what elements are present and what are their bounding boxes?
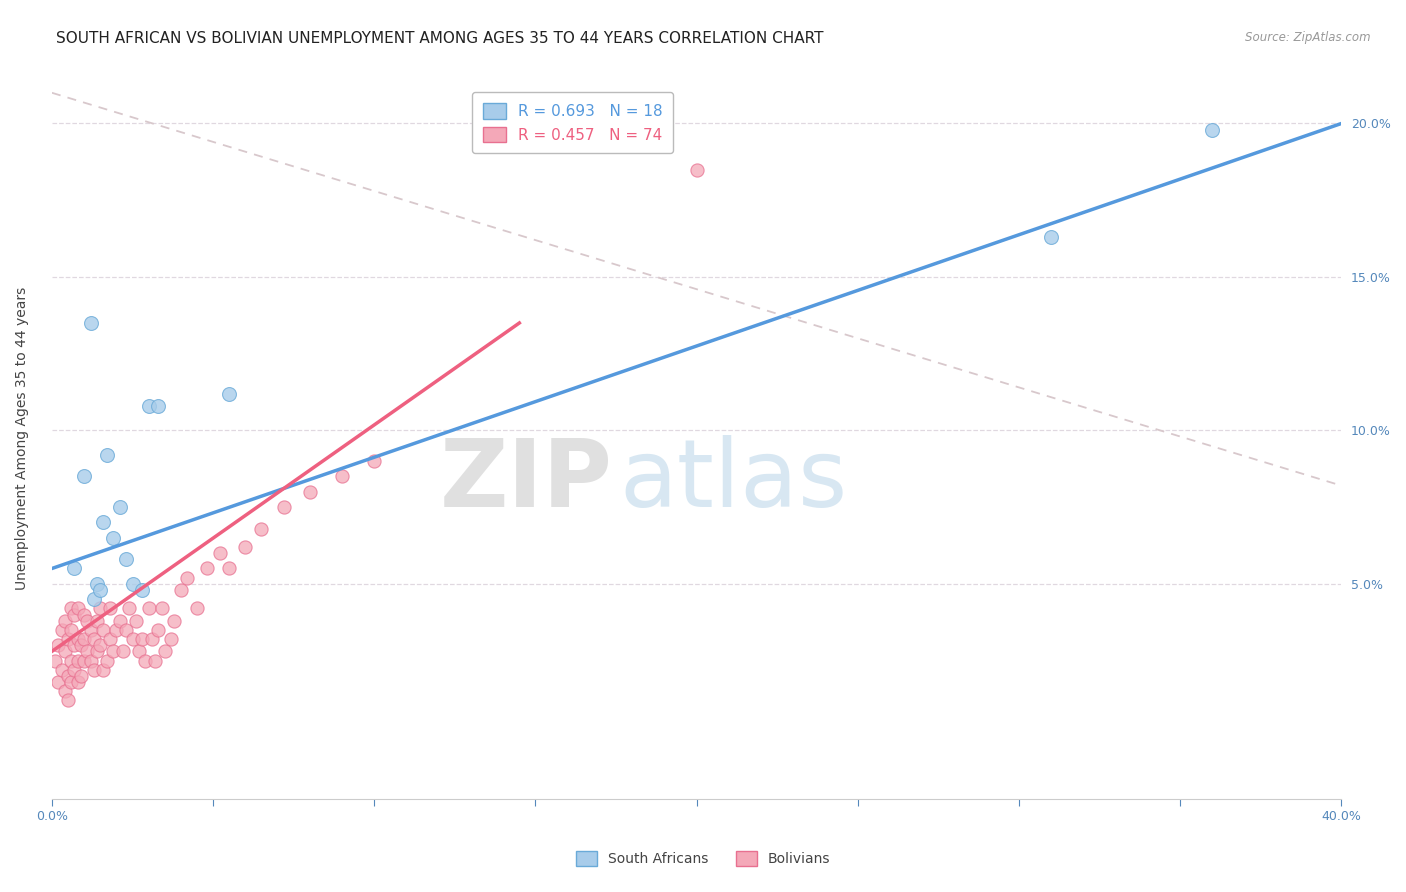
Point: [208, 546, 231, 560]
Point: [218, 386, 240, 401]
Point: [76, 644, 98, 658]
Point: [233, 540, 256, 554]
Point: [1201, 122, 1223, 136]
Point: [186, 601, 208, 615]
Point: [685, 162, 707, 177]
Point: [56, 693, 79, 707]
Point: [121, 577, 143, 591]
Point: [73, 607, 96, 622]
Point: [160, 632, 183, 646]
Point: [63, 638, 86, 652]
Text: atlas: atlas: [619, 435, 848, 527]
Point: [153, 644, 176, 658]
Point: [111, 644, 134, 658]
Point: [118, 601, 141, 615]
Point: [60, 623, 83, 637]
Point: [63, 607, 86, 622]
Point: [150, 601, 173, 615]
Point: [108, 500, 131, 515]
Point: [79, 654, 101, 668]
Point: [170, 582, 193, 597]
Point: [76, 614, 98, 628]
Point: [148, 623, 170, 637]
Point: [96, 448, 118, 462]
Point: [53, 614, 76, 628]
Legend: R = 0.693   N = 18, R = 0.457   N = 74: R = 0.693 N = 18, R = 0.457 N = 74: [472, 92, 673, 153]
Point: [66, 632, 89, 646]
Point: [101, 644, 124, 658]
Point: [83, 632, 105, 646]
Point: [63, 663, 86, 677]
Point: [56, 669, 79, 683]
Point: [148, 399, 170, 413]
Point: [79, 623, 101, 637]
Point: [131, 582, 153, 597]
Point: [138, 601, 160, 615]
Point: [86, 577, 108, 591]
Point: [218, 561, 240, 575]
Point: [66, 675, 89, 690]
Point: [60, 675, 83, 690]
Point: [73, 469, 96, 483]
Point: [93, 516, 115, 530]
Point: [98, 601, 121, 615]
Point: [93, 663, 115, 677]
Point: [105, 623, 128, 637]
Point: [298, 484, 321, 499]
Point: [176, 571, 198, 585]
Point: [48, 675, 70, 690]
Point: [73, 632, 96, 646]
Text: ZIP: ZIP: [440, 435, 613, 527]
Point: [48, 638, 70, 652]
Point: [1040, 230, 1063, 244]
Point: [141, 632, 163, 646]
Point: [363, 454, 385, 468]
Point: [115, 552, 138, 566]
Point: [101, 531, 124, 545]
Point: [51, 623, 73, 637]
Legend: South Africans, Bolivians: South Africans, Bolivians: [571, 846, 835, 871]
Point: [125, 614, 148, 628]
Point: [115, 623, 138, 637]
Point: [96, 654, 118, 668]
Point: [250, 522, 273, 536]
Point: [73, 654, 96, 668]
Point: [53, 644, 76, 658]
Point: [53, 684, 76, 698]
Point: [138, 399, 160, 413]
Point: [195, 561, 218, 575]
Point: [86, 614, 108, 628]
Point: [66, 654, 89, 668]
Point: [44, 654, 66, 668]
Point: [93, 623, 115, 637]
Point: [70, 638, 93, 652]
Point: [66, 601, 89, 615]
Point: [83, 663, 105, 677]
Point: [89, 582, 111, 597]
Point: [273, 500, 295, 515]
Point: [60, 654, 83, 668]
Point: [79, 316, 101, 330]
Point: [89, 601, 111, 615]
Point: [143, 654, 166, 668]
Point: [121, 632, 143, 646]
Y-axis label: Unemployment Among Ages 35 to 44 years: Unemployment Among Ages 35 to 44 years: [15, 286, 30, 590]
Point: [70, 669, 93, 683]
Point: [98, 632, 121, 646]
Point: [86, 644, 108, 658]
Point: [83, 592, 105, 607]
Point: [63, 561, 86, 575]
Text: Source: ZipAtlas.com: Source: ZipAtlas.com: [1246, 31, 1371, 45]
Point: [131, 632, 153, 646]
Text: SOUTH AFRICAN VS BOLIVIAN UNEMPLOYMENT AMONG AGES 35 TO 44 YEARS CORRELATION CHA: SOUTH AFRICAN VS BOLIVIAN UNEMPLOYMENT A…: [56, 31, 824, 46]
Point: [163, 614, 186, 628]
Point: [134, 654, 156, 668]
Point: [56, 632, 79, 646]
Point: [89, 638, 111, 652]
Point: [330, 469, 353, 483]
Point: [60, 601, 83, 615]
Point: [128, 644, 150, 658]
Point: [108, 614, 131, 628]
Point: [51, 663, 73, 677]
